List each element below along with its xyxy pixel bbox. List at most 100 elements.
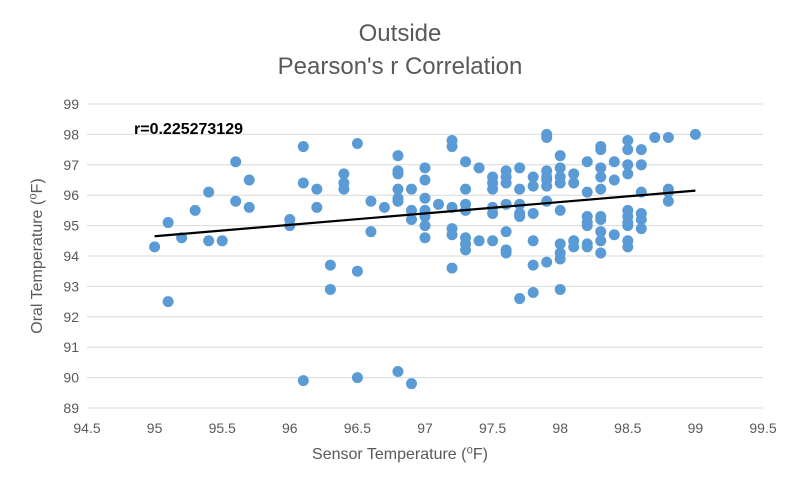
data-point xyxy=(189,204,201,216)
data-point xyxy=(608,156,620,168)
data-point xyxy=(622,159,634,171)
data-point xyxy=(324,283,336,295)
data-point xyxy=(527,259,539,271)
data-point xyxy=(487,183,499,195)
y-tick-label: 92 xyxy=(63,309,79,325)
y-tick-label: 97 xyxy=(63,157,79,173)
trendline-path xyxy=(154,189,696,238)
data-point xyxy=(162,296,174,308)
data-point xyxy=(460,156,472,168)
data-point xyxy=(554,238,566,250)
data-point xyxy=(635,223,647,235)
data-point xyxy=(595,171,607,183)
data-point xyxy=(514,183,526,195)
data-point xyxy=(392,183,404,195)
data-point xyxy=(581,241,593,253)
data-point xyxy=(541,131,553,143)
data-point xyxy=(446,262,458,274)
data-point xyxy=(216,235,228,247)
data-point xyxy=(635,159,647,171)
data-point xyxy=(595,247,607,259)
data-point xyxy=(405,183,417,195)
data-point xyxy=(338,183,350,195)
x-tick-label: 94.5 xyxy=(73,420,100,436)
x-tick-label: 98 xyxy=(552,420,568,436)
y-axis-ticks: 89 90 91 92 93 94 95 96 97 98 99 xyxy=(63,96,79,416)
data-point xyxy=(365,195,377,207)
data-point xyxy=(662,131,674,143)
data-point xyxy=(554,177,566,189)
data-point xyxy=(473,162,485,174)
y-tick-label: 99 xyxy=(63,96,79,112)
x-tick-label: 99.5 xyxy=(749,420,776,436)
data-point xyxy=(689,128,701,140)
data-point xyxy=(365,226,377,238)
data-point xyxy=(541,256,553,268)
data-point xyxy=(460,183,472,195)
data-point xyxy=(230,195,242,207)
data-point xyxy=(622,241,634,253)
data-point xyxy=(487,207,499,219)
data-point xyxy=(541,180,553,192)
y-axis-label: Oral Temperature (⁰F) xyxy=(29,178,46,334)
data-point xyxy=(203,186,215,198)
data-point xyxy=(595,235,607,247)
y-tick-label: 98 xyxy=(63,126,79,142)
data-point xyxy=(568,177,580,189)
x-tick-label: 98.5 xyxy=(614,420,641,436)
y-tick-label: 91 xyxy=(63,339,79,355)
data-point xyxy=(622,144,634,156)
data-point xyxy=(514,210,526,222)
x-axis-label: Sensor Temperature (⁰F) xyxy=(312,446,488,463)
y-tick-label: 89 xyxy=(63,400,79,416)
data-point xyxy=(351,138,363,150)
data-point xyxy=(311,183,323,195)
x-tick-label: 96.5 xyxy=(344,420,371,436)
data-point xyxy=(446,229,458,241)
data-point xyxy=(554,150,566,162)
chart-subtitle: Pearson's r Correlation xyxy=(277,53,523,80)
data-point xyxy=(500,198,512,210)
data-point xyxy=(419,162,431,174)
data-point xyxy=(297,141,309,153)
data-point xyxy=(392,150,404,162)
data-point xyxy=(554,162,566,174)
data-point xyxy=(527,286,539,298)
data-point xyxy=(595,162,607,174)
data-point xyxy=(595,183,607,195)
y-tick-label: 95 xyxy=(63,218,79,234)
data-point xyxy=(635,144,647,156)
y-tick-label: 96 xyxy=(63,187,79,203)
data-point xyxy=(324,259,336,271)
data-point xyxy=(554,204,566,216)
data-point xyxy=(514,198,526,210)
data-point xyxy=(581,220,593,232)
data-point xyxy=(554,283,566,295)
data-point xyxy=(419,232,431,244)
data-point xyxy=(514,293,526,305)
data-point xyxy=(527,235,539,247)
data-point xyxy=(568,168,580,180)
data-point xyxy=(460,244,472,256)
x-tick-label: 97.5 xyxy=(479,420,506,436)
data-point xyxy=(162,217,174,229)
data-point xyxy=(527,207,539,219)
data-point xyxy=(392,195,404,207)
data-point xyxy=(608,174,620,186)
data-point xyxy=(568,241,580,253)
x-tick-label: 97 xyxy=(417,420,433,436)
x-tick-label: 99 xyxy=(688,420,704,436)
chart-title: Outside xyxy=(358,20,442,47)
data-point xyxy=(405,378,417,390)
data-point xyxy=(338,168,350,180)
data-point xyxy=(230,156,242,168)
data-point xyxy=(419,174,431,186)
data-point xyxy=(419,220,431,232)
y-tick-label: 90 xyxy=(63,370,79,386)
x-tick-label: 96 xyxy=(282,420,298,436)
data-point xyxy=(203,235,215,247)
data-point xyxy=(433,198,445,210)
data-point xyxy=(311,201,323,213)
x-tick-label: 95 xyxy=(147,420,163,436)
